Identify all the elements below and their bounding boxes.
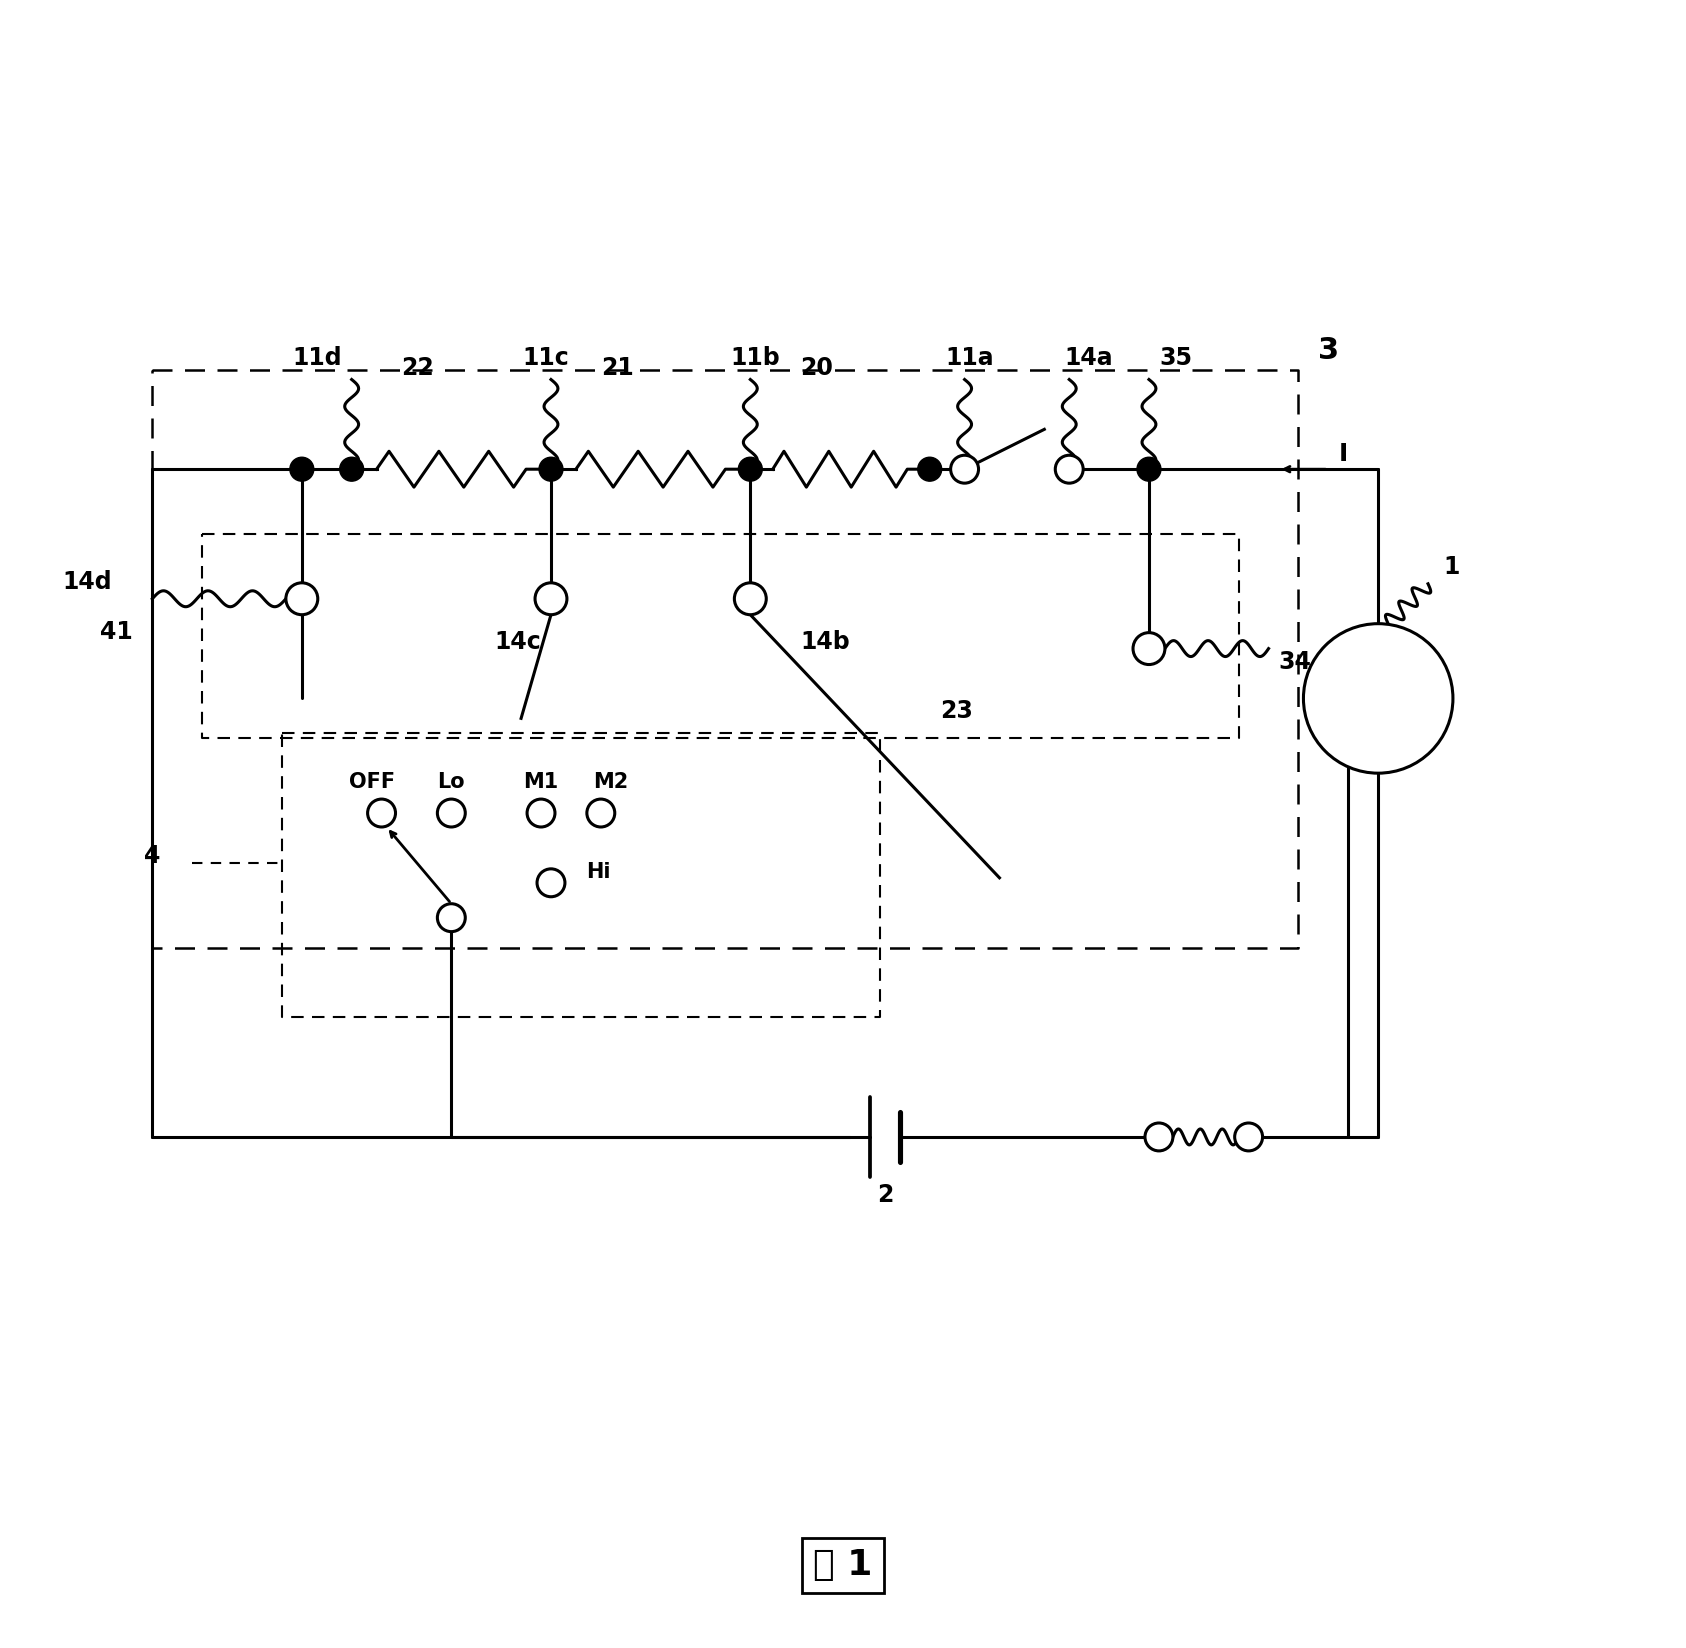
Text: Lo: Lo — [437, 773, 465, 793]
Circle shape — [437, 903, 465, 931]
Circle shape — [917, 456, 942, 481]
Circle shape — [437, 799, 465, 827]
Text: 11c: 11c — [523, 346, 570, 369]
Text: 11a: 11a — [946, 346, 993, 369]
Text: 23: 23 — [939, 699, 973, 723]
Text: 2: 2 — [877, 1183, 894, 1206]
Circle shape — [528, 799, 555, 827]
Circle shape — [587, 799, 615, 827]
Text: 14c: 14c — [494, 630, 541, 654]
Text: 14d: 14d — [62, 570, 113, 593]
Circle shape — [540, 456, 563, 481]
Circle shape — [1133, 633, 1165, 664]
Text: 图 1: 图 1 — [813, 1549, 873, 1582]
Circle shape — [534, 583, 566, 615]
Text: 14b: 14b — [801, 630, 850, 654]
Text: 11d: 11d — [292, 346, 342, 369]
Text: 34: 34 — [1278, 649, 1312, 674]
Text: I: I — [1339, 442, 1347, 466]
Text: 4: 4 — [143, 844, 160, 868]
Text: 22: 22 — [401, 356, 435, 379]
Text: 21: 21 — [600, 356, 634, 379]
Text: 3: 3 — [1318, 336, 1339, 364]
Text: 20: 20 — [801, 356, 833, 379]
Text: OFF: OFF — [349, 773, 395, 793]
Circle shape — [368, 799, 396, 827]
Circle shape — [1055, 455, 1082, 483]
Circle shape — [339, 456, 364, 481]
Text: 11b: 11b — [730, 346, 781, 369]
Text: 41: 41 — [99, 620, 133, 644]
Circle shape — [738, 456, 762, 481]
Text: M2: M2 — [593, 773, 629, 793]
Circle shape — [1303, 623, 1453, 773]
Circle shape — [538, 868, 565, 897]
Text: 14a: 14a — [1064, 346, 1113, 369]
Text: 35: 35 — [1158, 346, 1192, 369]
Circle shape — [951, 455, 978, 483]
Circle shape — [1234, 1122, 1263, 1150]
Circle shape — [735, 583, 765, 615]
Text: M1: M1 — [523, 773, 558, 793]
Circle shape — [1136, 456, 1162, 481]
Text: M: M — [1362, 682, 1394, 715]
Circle shape — [1145, 1122, 1173, 1150]
Text: Hi: Hi — [585, 862, 610, 882]
Text: 1: 1 — [1443, 555, 1460, 578]
Circle shape — [287, 583, 317, 615]
Circle shape — [290, 456, 314, 481]
